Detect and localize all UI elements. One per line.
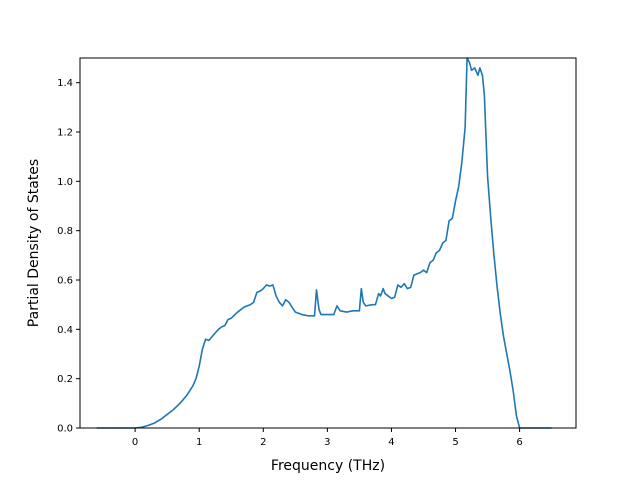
x-tick-label: 0 <box>132 437 138 448</box>
axes-frame <box>79 57 577 429</box>
y-tick-label: 0.4 <box>57 325 73 336</box>
x-tick-label: 6 <box>516 437 522 448</box>
x-tick-label: 3 <box>324 437 330 448</box>
x-tick-label: 1 <box>196 437 202 448</box>
y-tick-label: 0.0 <box>57 424 73 435</box>
series-line-0 <box>96 57 552 429</box>
y-tick-label: 0.6 <box>57 276 73 287</box>
x-tick-label: 5 <box>452 437 458 448</box>
plot-area <box>96 57 552 429</box>
y-axis-ticks: 0.0 0.2 0.4 0.6 0.8 1.0 1.2 1.4 <box>57 78 80 435</box>
x-axis-ticks: 0 1 2 3 4 5 6 <box>132 428 523 448</box>
y-tick-label: 1.0 <box>57 177 73 188</box>
x-tick-label: 4 <box>388 437 394 448</box>
y-tick-label: 0.2 <box>57 374 73 385</box>
y-tick-label: 1.4 <box>57 78 73 89</box>
y-tick-label: 0.8 <box>57 226 73 237</box>
x-tick-label: 2 <box>260 437 266 448</box>
x-axis-label: Frequency (THz) <box>271 458 385 474</box>
y-axis-label: Partial Density of States <box>26 159 42 327</box>
y-tick-label: 1.2 <box>57 128 73 139</box>
